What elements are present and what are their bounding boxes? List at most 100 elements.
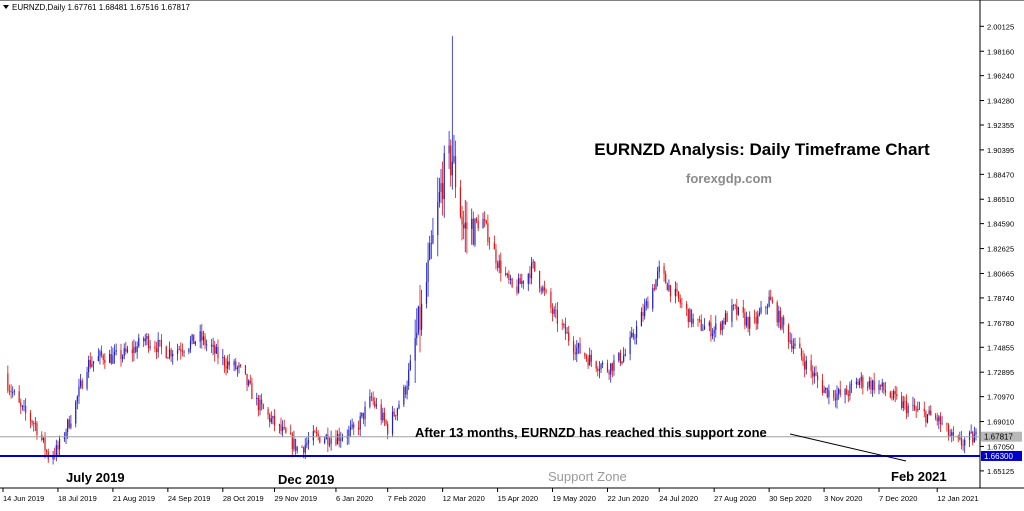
candle-body bbox=[406, 385, 408, 395]
candle-body bbox=[564, 324, 567, 334]
candle-body bbox=[723, 321, 725, 324]
candle-body bbox=[168, 349, 171, 358]
candle-body bbox=[826, 387, 828, 398]
candle-body bbox=[896, 394, 898, 397]
candle-body bbox=[361, 412, 363, 417]
candle-body bbox=[939, 416, 942, 425]
candle-body bbox=[306, 443, 308, 446]
candle-body bbox=[708, 322, 710, 327]
symbol-dropdown-icon[interactable] bbox=[3, 5, 9, 9]
candle-body bbox=[771, 300, 773, 303]
candle-body bbox=[18, 391, 20, 403]
price-tick-label: 1.88470 bbox=[987, 170, 1014, 179]
candle-body bbox=[31, 421, 33, 424]
candle-body bbox=[8, 390, 11, 392]
candle-body bbox=[335, 438, 337, 445]
candle-body bbox=[889, 392, 891, 398]
candle-body bbox=[589, 354, 591, 366]
candle-body bbox=[498, 260, 500, 268]
candle-body bbox=[747, 317, 749, 329]
candle-body bbox=[346, 436, 348, 438]
candle-body bbox=[102, 355, 104, 360]
candle-body bbox=[238, 365, 240, 368]
candle-body bbox=[273, 416, 276, 426]
candle-body bbox=[188, 348, 190, 352]
price-tick-label: 1.67050 bbox=[987, 442, 1014, 451]
candle-body bbox=[836, 393, 838, 401]
candle-body bbox=[269, 414, 271, 423]
candle-body bbox=[962, 444, 964, 446]
candle-body bbox=[52, 455, 54, 460]
candle-body bbox=[81, 380, 83, 389]
candle-body bbox=[539, 271, 541, 289]
candle-body bbox=[928, 410, 930, 415]
candle-body bbox=[437, 202, 439, 236]
candle-body bbox=[256, 397, 258, 399]
candle-body bbox=[946, 423, 948, 425]
candle-body bbox=[398, 404, 400, 409]
candle-body bbox=[770, 296, 772, 301]
price-tick-label: 1.74855 bbox=[987, 343, 1014, 352]
candle-body bbox=[459, 187, 462, 217]
candle-body bbox=[817, 375, 819, 381]
candle-body bbox=[679, 298, 681, 304]
candle-body bbox=[364, 406, 366, 420]
candle-body bbox=[57, 445, 59, 450]
candle-body bbox=[534, 261, 536, 272]
candle-body bbox=[461, 216, 463, 225]
candle-body bbox=[540, 288, 542, 292]
candle-body bbox=[13, 391, 15, 393]
candle-body bbox=[710, 322, 712, 337]
candle-body bbox=[146, 336, 148, 339]
candle-body bbox=[711, 333, 714, 337]
candle-body bbox=[724, 313, 727, 324]
candle-body bbox=[934, 415, 937, 418]
candle-body bbox=[34, 423, 36, 425]
candle-body bbox=[312, 431, 314, 441]
candle-body bbox=[86, 372, 88, 389]
site-watermark: forexgdp.com bbox=[686, 171, 772, 186]
candle-body bbox=[821, 380, 824, 393]
candle-body bbox=[686, 303, 688, 309]
candle-body bbox=[144, 338, 146, 342]
candle-body bbox=[303, 447, 305, 453]
candle-body bbox=[912, 405, 914, 406]
candle-body bbox=[713, 329, 715, 334]
candle-body bbox=[68, 419, 70, 428]
candle-body bbox=[136, 346, 138, 353]
candle-body bbox=[387, 424, 389, 434]
candle-body bbox=[857, 381, 859, 385]
candle-body bbox=[351, 424, 353, 428]
candle-body bbox=[176, 349, 179, 354]
candle-body bbox=[823, 389, 825, 393]
price-tick-label: 1.72895 bbox=[987, 368, 1014, 377]
candle-body bbox=[78, 386, 80, 397]
candle-body bbox=[645, 301, 647, 306]
candle-body bbox=[506, 273, 508, 276]
candle-body bbox=[881, 382, 883, 387]
candle-body bbox=[778, 310, 780, 323]
candle-body bbox=[244, 365, 247, 374]
candle-body bbox=[668, 285, 670, 291]
candle-body bbox=[745, 317, 748, 326]
candle-body bbox=[421, 303, 423, 330]
candle-body bbox=[314, 431, 316, 433]
candle-body bbox=[336, 434, 339, 445]
price-tick-label: 1.65125 bbox=[987, 467, 1014, 476]
time-tick-label: 27 Aug 2020 bbox=[714, 494, 756, 503]
candle-body bbox=[665, 273, 667, 284]
candle-body bbox=[181, 351, 184, 353]
candle-body bbox=[975, 431, 977, 435]
candle-body bbox=[930, 410, 932, 416]
candle-body bbox=[425, 282, 428, 304]
candle-body bbox=[143, 337, 145, 342]
candle-body bbox=[960, 437, 963, 445]
candle-body bbox=[907, 405, 909, 414]
candle-body bbox=[272, 416, 274, 419]
candle-body bbox=[681, 303, 683, 305]
candle-body bbox=[892, 391, 895, 399]
candle-body bbox=[304, 445, 306, 453]
